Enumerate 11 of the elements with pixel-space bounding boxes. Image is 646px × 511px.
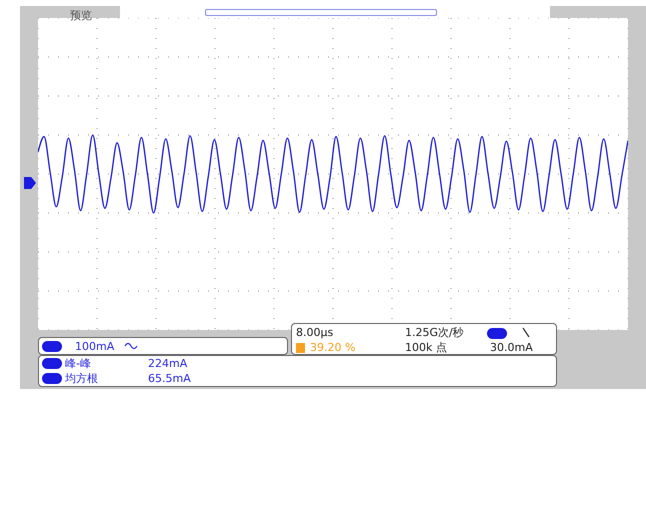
text: 1.25G次/秒 bbox=[405, 326, 464, 339]
text: 100k 点 bbox=[405, 341, 447, 354]
text: 224mA bbox=[148, 357, 188, 370]
text: 30.0mA bbox=[490, 341, 533, 354]
text: 8.00µs bbox=[296, 326, 334, 339]
text: 39.20 % bbox=[310, 341, 356, 354]
text: 均方根 bbox=[65, 372, 98, 385]
text: 峰-峰 bbox=[65, 357, 91, 370]
text: 65.5mA bbox=[148, 372, 191, 385]
text: 100mA bbox=[75, 340, 114, 353]
text: 预览 bbox=[70, 9, 92, 22]
